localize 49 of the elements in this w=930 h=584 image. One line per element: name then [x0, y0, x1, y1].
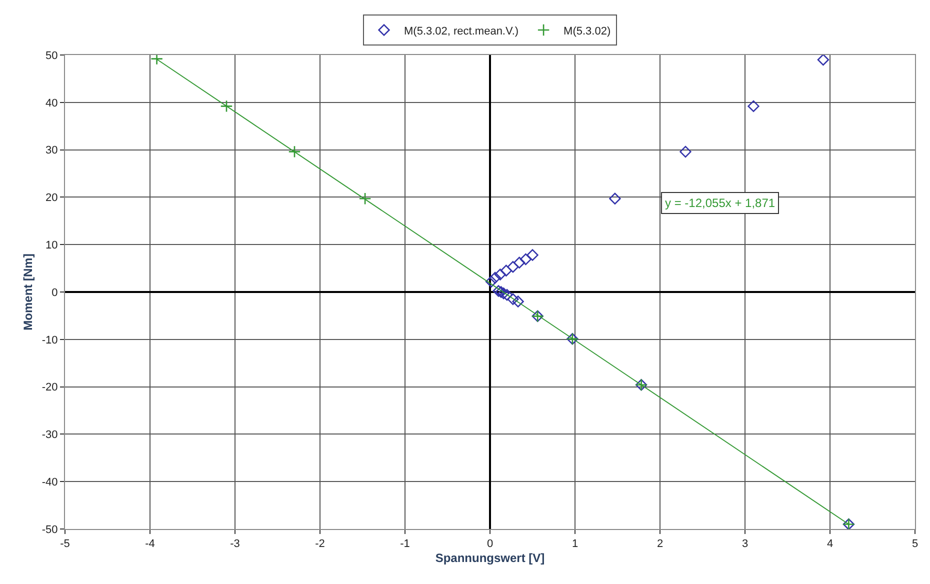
x-tick-label: -1 [400, 538, 410, 550]
y-tick-label: 20 [46, 192, 58, 204]
point [520, 253, 532, 266]
point [492, 285, 504, 297]
point [748, 100, 760, 112]
y-axis-title: Moment [Nm] [21, 254, 36, 330]
x-tick-label: -2 [315, 538, 325, 550]
point [358, 192, 372, 205]
point [495, 286, 507, 298]
y-tick-label: 0 [52, 286, 58, 299]
point [501, 288, 513, 301]
y-tick-label: -20 [42, 382, 58, 394]
point [485, 276, 498, 288]
x-tick-label: 0 [486, 538, 494, 550]
y-tick-label: 30 [46, 144, 58, 157]
point [512, 296, 524, 308]
point [500, 264, 512, 277]
point [680, 146, 692, 158]
y-tick-label: 40 [46, 97, 58, 110]
legend-label: M(5.3.02) [564, 25, 611, 38]
point [220, 100, 233, 112]
y-tick-label: 10 [46, 239, 58, 252]
point [494, 268, 506, 280]
annotation: y = -12,055x + 1,871 [665, 196, 776, 210]
x-tick-label: 4 [826, 538, 834, 550]
point [507, 293, 519, 305]
y-tick-label: -50 [42, 524, 58, 536]
point [507, 261, 519, 273]
y-tick-label: -30 [42, 429, 58, 442]
x-tick-label: 3 [742, 538, 748, 550]
x-tick-label: -5 [60, 538, 70, 550]
x-tick-label: -4 [145, 538, 155, 550]
point [498, 288, 510, 300]
y-tick-label: 50 [46, 50, 58, 62]
y-tick-label: -10 [42, 334, 58, 346]
point [817, 55, 830, 66]
x-axis-title: Spannungswert [V] [435, 551, 545, 566]
point [526, 249, 538, 261]
x-tick-label: 2 [656, 538, 664, 550]
point [288, 145, 301, 158]
x-tick-label: -3 [230, 538, 240, 550]
x-tick-label: 1 [572, 538, 578, 550]
x-tick-label: 5 [912, 538, 918, 550]
y-tick-label: -40 [42, 476, 58, 488]
point [609, 192, 621, 204]
point [513, 256, 526, 268]
legend-label: M(5.3.02, rect.mean.V.) [404, 25, 519, 38]
point [150, 55, 164, 66]
point [489, 272, 501, 284]
